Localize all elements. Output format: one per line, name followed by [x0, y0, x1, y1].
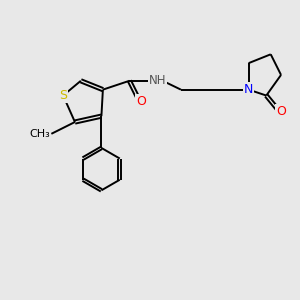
Text: N: N	[244, 83, 253, 96]
Text: O: O	[136, 95, 146, 108]
Text: CH₃: CH₃	[29, 129, 50, 139]
Text: O: O	[276, 105, 286, 118]
Text: NH: NH	[148, 74, 166, 87]
Text: S: S	[59, 89, 67, 102]
